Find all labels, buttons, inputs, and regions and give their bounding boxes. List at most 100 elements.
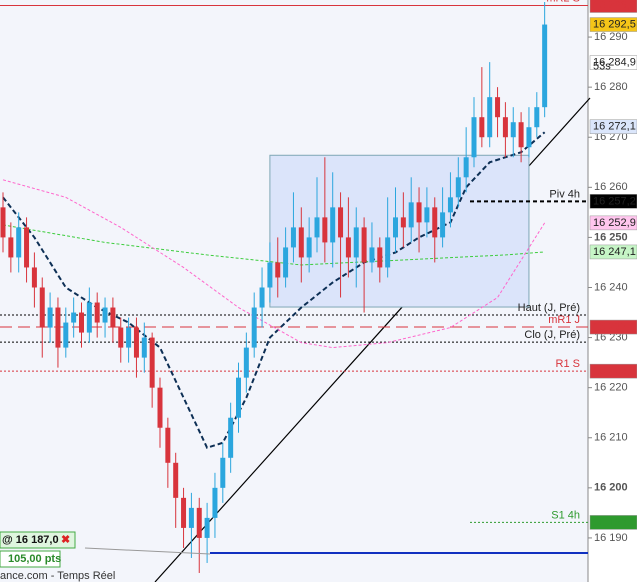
candle-body — [283, 247, 289, 278]
order-close: ✖ — [61, 534, 70, 546]
y-tick-label: 16 220 — [594, 382, 628, 394]
order-points: 105,00 pts — [8, 553, 61, 565]
candle-body — [502, 117, 508, 138]
candle-body — [71, 312, 77, 323]
candle-body — [39, 287, 45, 328]
price-tag — [589, 0, 637, 13]
candle-body — [432, 207, 438, 238]
candle-body — [314, 217, 320, 238]
y-tick-label: 16 290 — [594, 31, 628, 43]
candle-body — [110, 307, 116, 328]
candle-body — [447, 197, 453, 213]
level-name: mR2 S — [546, 0, 580, 4]
candle-body — [298, 227, 304, 258]
candle-body — [267, 262, 273, 288]
candle-body — [79, 312, 84, 333]
candle-body — [408, 202, 414, 228]
candle-body — [0, 207, 6, 238]
order-label: @ 16 187,0 — [2, 534, 59, 546]
candle-body — [243, 347, 249, 378]
candle-body — [165, 427, 171, 463]
candle-body — [173, 462, 179, 498]
candle-body — [510, 122, 516, 138]
candle-body — [188, 507, 194, 528]
price-tag-label: 16 272,1 — [593, 121, 636, 133]
candle-body — [16, 227, 22, 258]
price-tag-label: 16 284,9 — [593, 57, 636, 69]
candle-body — [338, 207, 344, 238]
timer: 53s — [593, 60, 611, 72]
y-tick-label: 16 230 — [594, 331, 628, 343]
price-tag — [589, 119, 637, 134]
level-name: Clo (J, Pré) — [524, 329, 580, 341]
candle-body — [534, 107, 540, 128]
y-tick-label: 16 240 — [594, 281, 628, 293]
candle-body — [463, 157, 469, 178]
price-tag-label: 16 296,3 — [593, 0, 636, 11]
price-tag — [589, 215, 637, 231]
candle-body — [424, 207, 430, 223]
candle-body — [55, 307, 61, 348]
candle-body — [479, 117, 485, 138]
price-tag-label: 16 257,2 — [593, 195, 636, 207]
source: ance.com - Temps Réel — [0, 570, 115, 582]
price-tag-label: 16 223,3 — [593, 365, 636, 377]
price-tag-label: 16 292,5 — [593, 18, 636, 30]
candle-body — [259, 287, 265, 308]
price-tag — [589, 319, 637, 335]
y-tick-label: 16 200 — [594, 482, 628, 494]
candle-body — [212, 487, 218, 518]
indicator-line — [2, 179, 546, 349]
candle-body — [63, 322, 69, 348]
price-tag — [589, 244, 637, 260]
candle-body — [416, 202, 422, 223]
candle-body — [228, 417, 234, 458]
candle-body — [440, 212, 446, 238]
candle-body — [322, 217, 328, 243]
points-box — [0, 550, 61, 568]
candle-body — [361, 227, 367, 263]
candle-body — [251, 307, 257, 348]
y-tick-label: 16 250 — [594, 231, 628, 243]
price-tag — [589, 515, 637, 530]
y-tick-label: 16 260 — [594, 181, 628, 193]
level-name: Piv 4h — [549, 188, 580, 200]
price-tag-label: 16 252,9 — [593, 217, 636, 229]
y-tick-label: 16 280 — [594, 81, 628, 93]
candle-body — [487, 97, 493, 138]
order-box — [0, 531, 76, 549]
price-tag — [589, 363, 637, 379]
price-tag-label: 16 247,1 — [593, 246, 636, 258]
candle-body — [94, 302, 100, 323]
price-tag — [589, 194, 637, 209]
candle-body — [353, 227, 359, 258]
candle-body — [196, 507, 202, 538]
candle-body — [149, 337, 155, 388]
candle-body — [181, 497, 187, 528]
candle-body — [157, 387, 163, 428]
level-name: R1 S — [556, 358, 580, 370]
candle-body — [141, 337, 147, 358]
candle-body — [290, 227, 296, 248]
level-name: S1 4h — [551, 509, 580, 521]
candle-body — [393, 217, 398, 238]
level-name: mR1 J — [548, 314, 580, 326]
range-box — [269, 154, 530, 308]
y-tick-label: 16 190 — [594, 532, 628, 544]
candle-body — [24, 227, 30, 268]
price-tag — [589, 55, 637, 70]
candle-body — [542, 24, 548, 108]
y-tick-label: 16 270 — [594, 131, 628, 143]
y-tick-label: 16 210 — [594, 432, 628, 444]
candle-body — [369, 247, 375, 263]
candle-body — [204, 517, 210, 538]
candle-body — [526, 127, 532, 148]
candle-body — [236, 377, 241, 418]
candle-body — [126, 327, 132, 348]
candle-body — [345, 237, 351, 258]
candle-body — [31, 267, 37, 288]
candle-body — [86, 302, 92, 333]
candle-body — [471, 117, 477, 158]
